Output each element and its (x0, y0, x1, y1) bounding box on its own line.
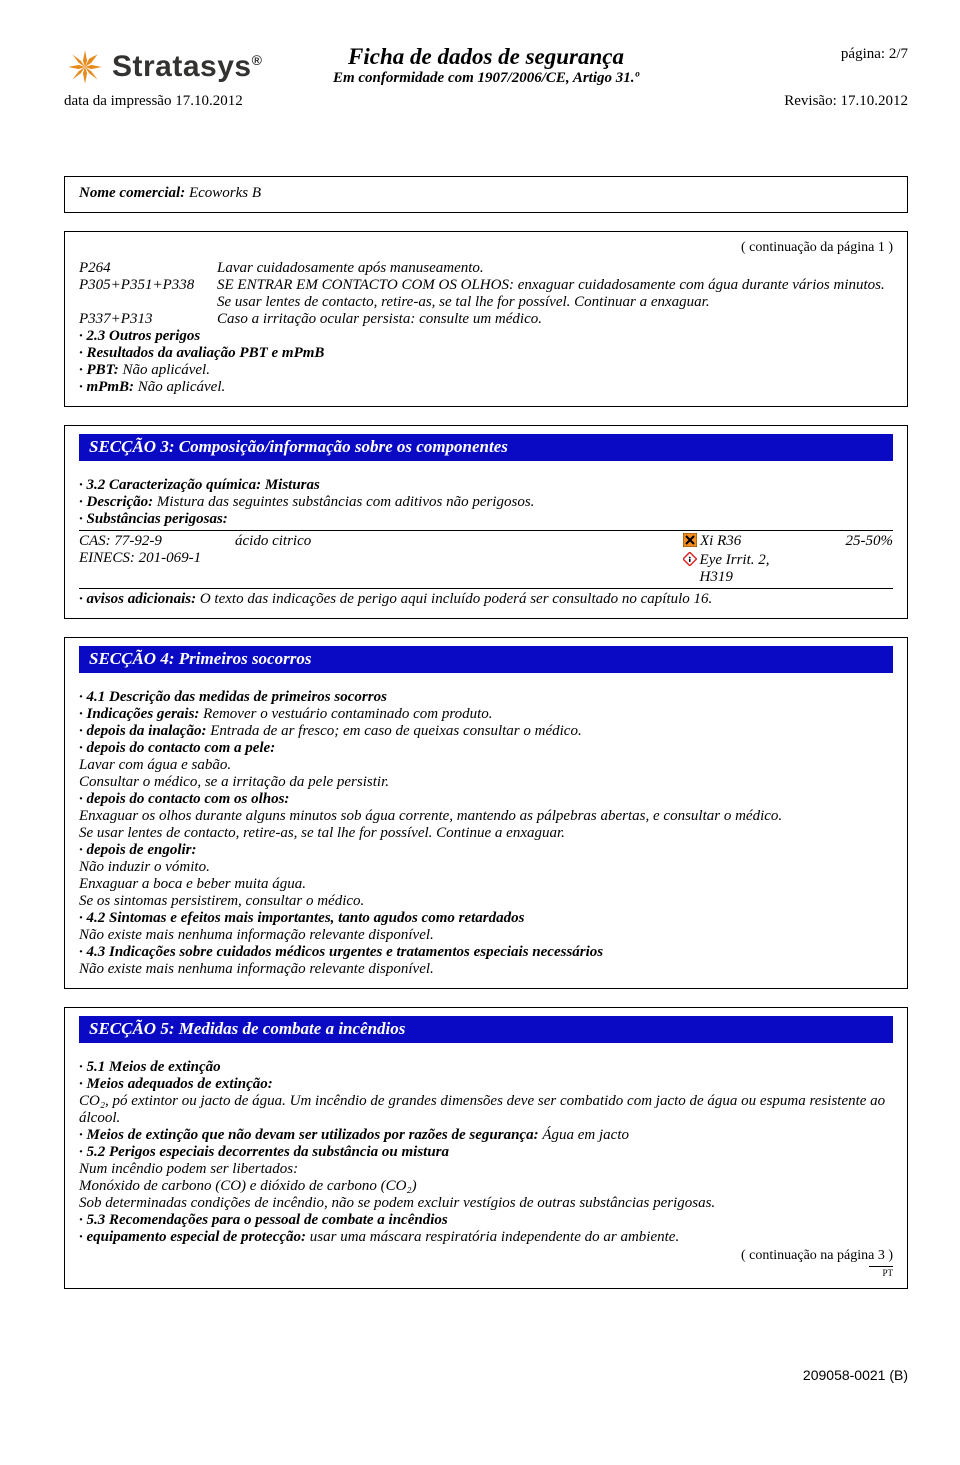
section4-line: 4.3 Indicações sobre cuidados médicos ur… (79, 944, 893, 961)
p-row-0: P264 Lavar cuidadosamente após manuseame… (79, 260, 893, 277)
xi-hazard-icon (683, 533, 697, 547)
product-label: Nome comercial: (79, 185, 189, 201)
p-row-2: P337+P313 Caso a irritação ocular persis… (79, 311, 893, 328)
p-text: SE ENTRAR EM CONTACTO COM OS OLHOS: enxa… (217, 277, 893, 311)
section5-line: equipamento especial de protecção: usar … (79, 1229, 893, 1246)
header: página: 2/7 Stratasys® Ficha de dados de… (64, 46, 908, 166)
hazard-cell: Xi R36 Eye Irrit. 2, H319 (683, 533, 803, 586)
section4-line: 4.2 Sintomas e efeitos mais importantes,… (79, 910, 893, 927)
section4-head: SECÇÃO 4: Primeiros socorros (79, 646, 893, 673)
p-code: P337+P313 (79, 311, 217, 328)
section4-line: Consultar o médico, se a irritação da pe… (79, 774, 893, 791)
section3-head: SECÇÃO 3: Composição/informação sobre os… (79, 434, 893, 461)
section4-line: depois de engolir: (79, 842, 893, 859)
product-value: Ecoworks B (189, 185, 261, 201)
section5-line: Monóxido de carbono (CO) e dióxido de ca… (79, 1178, 893, 1195)
brand-name: Stratasys® (112, 50, 262, 84)
s3-note: avisos adicionais: O texto das indicaçõe… (79, 591, 893, 608)
product-name-box: Nome comercial: Ecoworks B (64, 176, 908, 213)
pt-mark: PT (869, 1266, 893, 1278)
section4-line: 4.1 Descrição das medidas de primeiros s… (79, 689, 893, 706)
s3-desc: Descrição: Mistura das seguintes substân… (79, 494, 893, 511)
section4-line: Enxaguar a boca e beber muita água. (79, 876, 893, 893)
section5-line: Sob determinadas condições de incêndio, … (79, 1195, 893, 1212)
p-code: P305+P351+P338 (79, 277, 217, 311)
table-row: CAS: 77-92-9 EINECS: 201-069-1 ácido cit… (79, 531, 893, 588)
s3-caract: 3.2 Caracterização química: Misturas (79, 477, 893, 494)
bullet-pbt-mpmb: Resultados da avaliação PBT e mPmB (79, 345, 893, 362)
section5-line: 5.2 Perigos especiais decorrentes da sub… (79, 1144, 893, 1161)
section5-head: SECÇÃO 5: Medidas de combate a incêndios (79, 1016, 893, 1043)
ghs-exclaim-icon (683, 552, 697, 566)
section4-line: Não induzir o vómito. (79, 859, 893, 876)
section4-line: Lavar com água e sabão. (79, 757, 893, 774)
meta-row: data da impressão 17.10.2012 Revisão: 17… (64, 93, 908, 110)
section4-box: SECÇÃO 4: Primeiros socorros 4.1 Descriç… (64, 637, 908, 989)
pct-cell: 25-50% (803, 533, 893, 586)
continuation-to: ( continuação na página 3 ) (79, 1248, 893, 1264)
section5-line: Num incêndio podem ser libertados: (79, 1161, 893, 1178)
p-code: P264 (79, 260, 217, 277)
section5-line: 5.3 Recomendações para o pessoal de comb… (79, 1212, 893, 1229)
substance-name: ácido citrico (235, 533, 683, 586)
p-row-1: P305+P351+P338 SE ENTRAR EM CONTACTO COM… (79, 277, 893, 311)
section5-line: CO₂, pó extintor ou jacto de água. Um in… (79, 1093, 893, 1127)
cas-cell: CAS: 77-92-9 EINECS: 201-069-1 (79, 533, 235, 586)
section4-line: Se usar lentes de contacto, retire-as, s… (79, 825, 893, 842)
s3-table-head: Substâncias perigosas: (79, 511, 893, 528)
section4-line: Não existe mais nenhuma informação relev… (79, 927, 893, 944)
section3-box: SECÇÃO 3: Composição/informação sobre os… (64, 425, 908, 619)
section5-box: SECÇÃO 5: Medidas de combate a incêndios… (64, 1007, 908, 1289)
page: página: 2/7 Stratasys® Ficha de dados de… (0, 0, 960, 1423)
continuation-from: ( continuação da página 1 ) (79, 240, 893, 256)
bullet-pbt: PBT: Não aplicável. (79, 362, 893, 379)
section5-line: 5.1 Meios de extinção (79, 1059, 893, 1076)
p-text: Caso a irritação ocular persista: consul… (217, 311, 893, 328)
stratasys-logo-icon (64, 46, 106, 88)
section4-line: Enxaguar os olhos durante alguns minutos… (79, 808, 893, 825)
section5-line: Meios adequados de extinção: (79, 1076, 893, 1093)
print-date: data da impressão 17.10.2012 (64, 93, 243, 110)
section4-line: depois do contacto com a pele: (79, 740, 893, 757)
doc-code: 209058-0021 (B) (64, 1367, 908, 1383)
p-text: Lavar cuidadosamente após manuseamento. (217, 260, 893, 277)
bullet-mpmb: mPmB: Não aplicável. (79, 379, 893, 396)
section4-line: Se os sintomas persistirem, consultar o … (79, 893, 893, 910)
section4-line: Indicações gerais: Remover o vestuário c… (79, 706, 893, 723)
section2-box: ( continuação da página 1 ) P264 Lavar c… (64, 231, 908, 407)
page-number: página: 2/7 (841, 46, 908, 63)
revision-date: Revisão: 17.10.2012 (784, 93, 908, 110)
section4-line: depois da inalação: Entrada de ar fresco… (79, 723, 893, 740)
section4-line: depois do contacto com os olhos: (79, 791, 893, 808)
section4-line: Não existe mais nenhuma informação relev… (79, 961, 893, 978)
hazard-table: CAS: 77-92-9 EINECS: 201-069-1 ácido cit… (79, 530, 893, 589)
section5-line: Meios de extinção que não devam ser util… (79, 1127, 893, 1144)
bullet-2-3: 2.3 Outros perigos (79, 328, 893, 345)
